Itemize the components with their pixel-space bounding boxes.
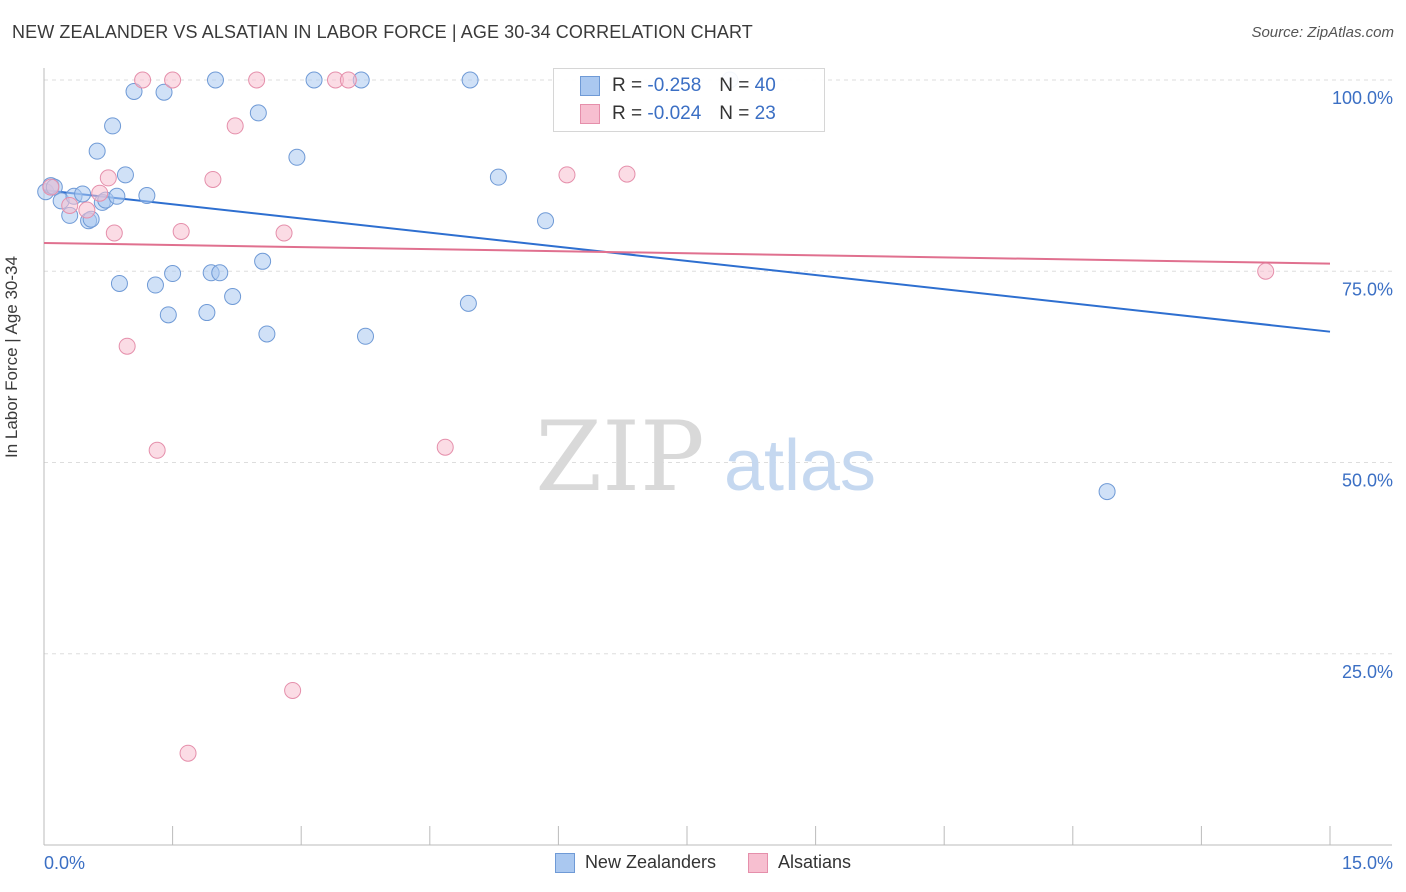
point-new-zealanders <box>125 82 143 100</box>
point-alsatians <box>42 178 60 196</box>
y-axis-label: In Labor Force | Age 30-34 <box>2 256 21 458</box>
y-tick-label: 75.0% <box>1342 279 1393 299</box>
point-alsatians <box>558 166 576 184</box>
blue-swatch <box>580 76 600 96</box>
point-alsatians <box>164 71 182 89</box>
point-new-zealanders <box>224 287 242 305</box>
point-new-zealanders <box>258 325 276 343</box>
blue-swatch <box>554 852 575 873</box>
legend-label-alsatians: Alsatians <box>778 852 852 872</box>
point-new-zealanders <box>254 252 272 270</box>
trend-line-alsatians <box>43 241 1331 265</box>
point-new-zealanders <box>116 166 134 184</box>
point-alsatians <box>1257 262 1275 280</box>
point-alsatians <box>148 441 166 459</box>
gridlines <box>44 79 1392 655</box>
x-tick-label-min: 0.0% <box>44 853 85 873</box>
n-value-alsatians: 23 <box>754 103 776 124</box>
point-alsatians <box>618 165 636 183</box>
r-value-alsatians: -0.024 <box>647 103 702 124</box>
point-new-zealanders <box>155 83 173 101</box>
point-alsatians <box>61 196 79 214</box>
pink-swatch <box>580 104 600 124</box>
point-alsatians <box>339 71 357 89</box>
point-new-zealanders <box>104 117 122 135</box>
point-alsatians <box>204 170 222 188</box>
legend-item-alsatians[interactable]: Alsatians <box>748 852 851 873</box>
source-label: Source: ZipAtlas.com <box>1251 24 1394 41</box>
point-alsatians <box>78 201 96 219</box>
axes <box>43 68 1392 846</box>
point-new-zealanders <box>164 265 182 283</box>
point-alsatians <box>226 117 244 135</box>
point-new-zealanders <box>459 294 477 312</box>
r-label: R = <box>612 75 643 96</box>
legend-item-new-zealanders[interactable]: New Zealanders <box>554 852 716 873</box>
data-points <box>37 71 1275 762</box>
point-alsatians <box>118 337 136 355</box>
n-label: N = <box>719 103 750 124</box>
point-new-zealanders <box>461 71 479 89</box>
point-new-zealanders <box>159 306 177 324</box>
point-new-zealanders <box>211 264 229 282</box>
x-tick-label-max: 15.0% <box>1342 853 1393 873</box>
watermark: ZIP atlas <box>535 401 876 513</box>
point-alsatians <box>179 744 197 762</box>
series-legend: New Zealanders Alsatians <box>0 852 1406 873</box>
point-new-zealanders <box>108 187 126 205</box>
point-alsatians <box>105 224 123 242</box>
point-new-zealanders <box>138 187 156 205</box>
point-new-zealanders <box>357 327 374 345</box>
n-label: N = <box>719 75 750 96</box>
watermark-zip: ZIP <box>535 401 704 513</box>
point-new-zealanders <box>288 148 306 166</box>
point-new-zealanders <box>305 71 323 89</box>
point-new-zealanders <box>146 276 164 294</box>
r-label: R = <box>612 103 643 124</box>
y-tick-label: 25.0% <box>1342 662 1393 682</box>
point-new-zealanders <box>537 212 555 230</box>
stats-row-new-zealanders: R = -0.258 N = 40 <box>580 73 776 99</box>
point-alsatians <box>172 222 190 240</box>
point-alsatians <box>284 681 302 699</box>
point-alsatians <box>436 438 454 456</box>
y-tick-label: 100.0% <box>1332 88 1393 108</box>
trend-line-new-zealanders <box>43 189 1331 333</box>
watermark-atlas: atlas <box>724 426 876 506</box>
point-new-zealanders <box>206 71 224 89</box>
stats-row-alsatians: R = -0.024 N = 23 <box>580 101 776 127</box>
point-alsatians <box>248 71 266 89</box>
point-new-zealanders <box>1098 483 1116 501</box>
y-tick-label: 50.0% <box>1342 471 1393 491</box>
r-value-new-zealanders: -0.258 <box>647 75 702 96</box>
point-alsatians <box>275 224 293 242</box>
chart-title: NEW ZEALANDER VS ALSATIAN IN LABOR FORCE… <box>12 22 753 42</box>
point-new-zealanders <box>249 104 267 122</box>
point-alsatians <box>99 169 117 187</box>
legend-label-new-zealanders: New Zealanders <box>584 852 716 872</box>
stats-legend: R = -0.258 N = 40 R = -0.024 N = 23 <box>553 68 825 132</box>
tick-labels: 25.0% 50.0% 75.0% 100.0% 0.0% 15.0% <box>44 88 1393 873</box>
point-new-zealanders <box>88 142 106 160</box>
point-new-zealanders <box>74 185 92 203</box>
point-new-zealanders <box>110 274 128 292</box>
point-new-zealanders <box>198 304 216 322</box>
point-alsatians <box>91 184 109 202</box>
trend-lines <box>43 189 1331 333</box>
point-alsatians <box>134 71 152 89</box>
pink-swatch <box>748 852 768 873</box>
n-value-new-zealanders: 40 <box>754 75 776 96</box>
point-new-zealanders <box>489 168 507 186</box>
